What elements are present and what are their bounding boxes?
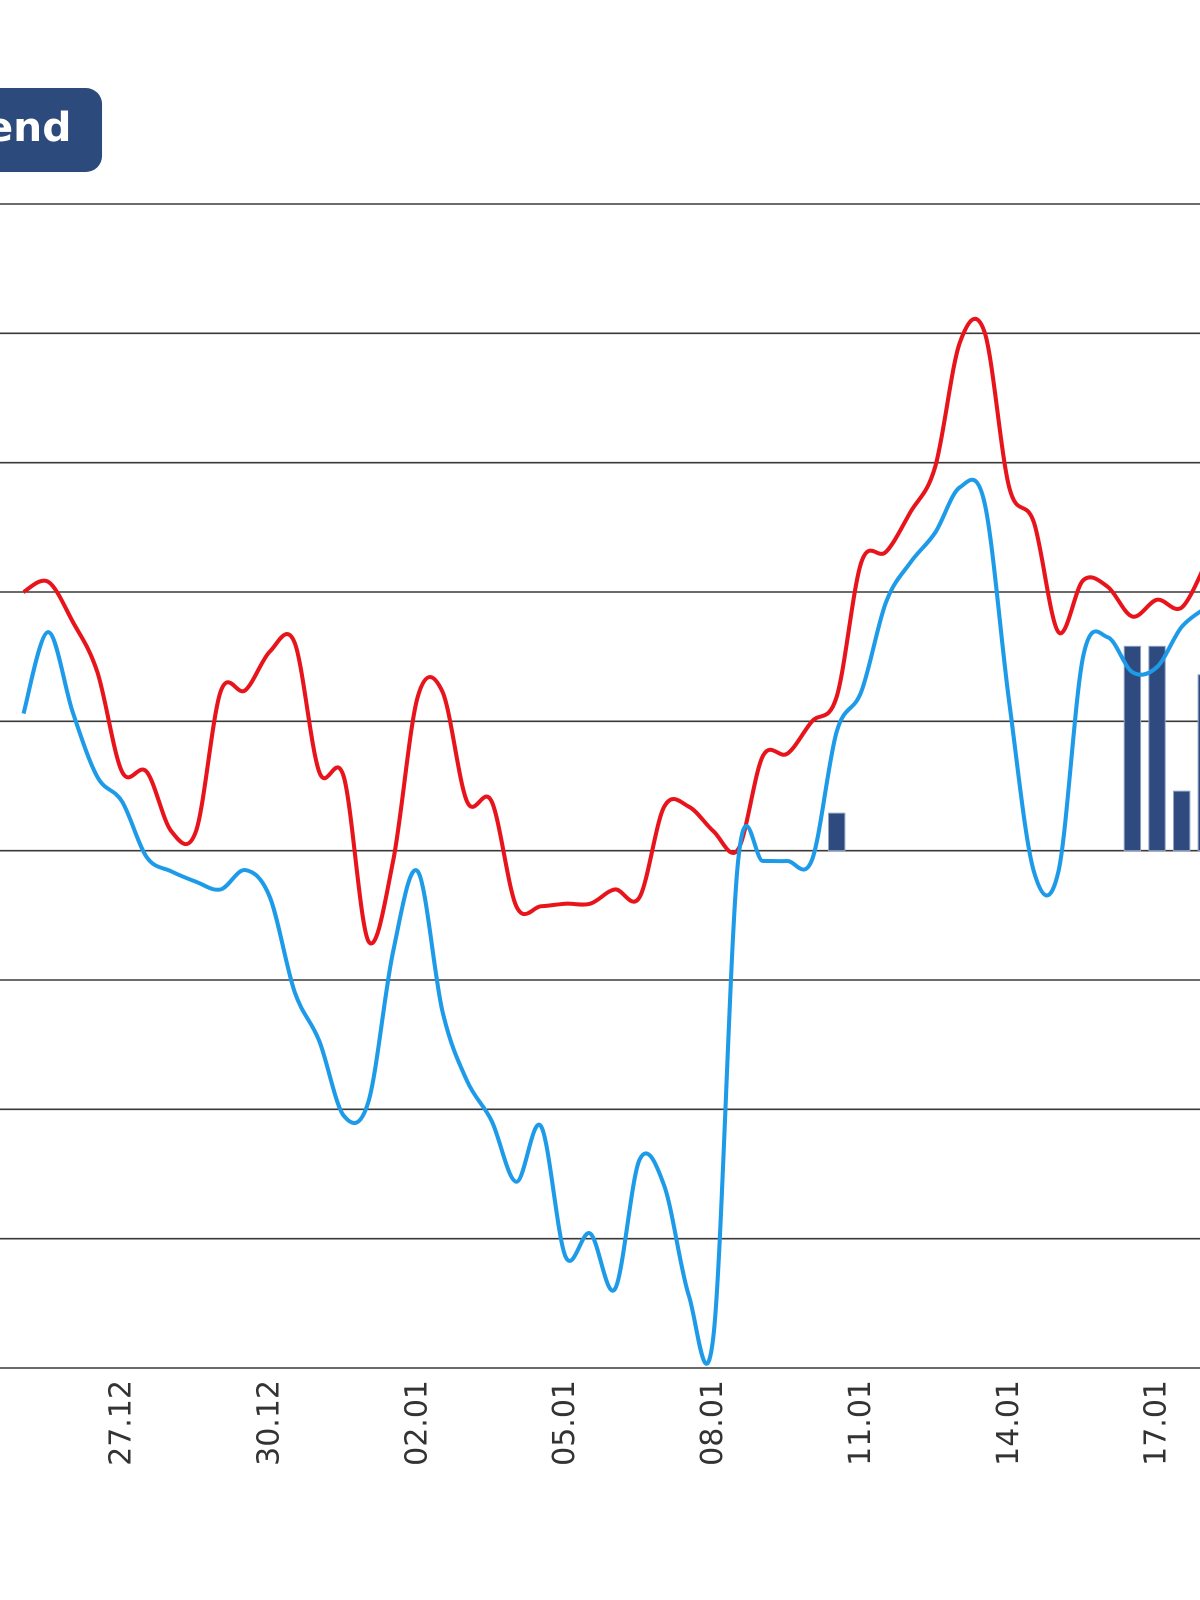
- x-tick-label: 14.01: [990, 1380, 1025, 1466]
- legend-button[interactable]: end: [0, 88, 103, 172]
- bar: [1173, 790, 1191, 852]
- x-tick-label: 17.01: [1138, 1380, 1173, 1466]
- bar: [1148, 645, 1166, 852]
- x-tick-label: 08.01: [695, 1380, 730, 1466]
- bar: [1197, 674, 1200, 852]
- x-tick-label: 27.12: [103, 1380, 138, 1466]
- legend-button-bg[interactable]: [0, 88, 103, 172]
- bar: [828, 812, 846, 852]
- legend-button-label[interactable]: end: [0, 103, 71, 151]
- line-series: [21, 477, 1200, 1366]
- bar: [1123, 645, 1142, 852]
- grid: [0, 203, 1200, 1369]
- line-series: [22, 317, 1200, 946]
- x-tick-label: 30.12: [251, 1380, 286, 1466]
- x-tick-label: 05.01: [547, 1380, 582, 1466]
- x-tick-label: 11.01: [843, 1380, 878, 1466]
- x-tick-label: 02.01: [399, 1380, 434, 1466]
